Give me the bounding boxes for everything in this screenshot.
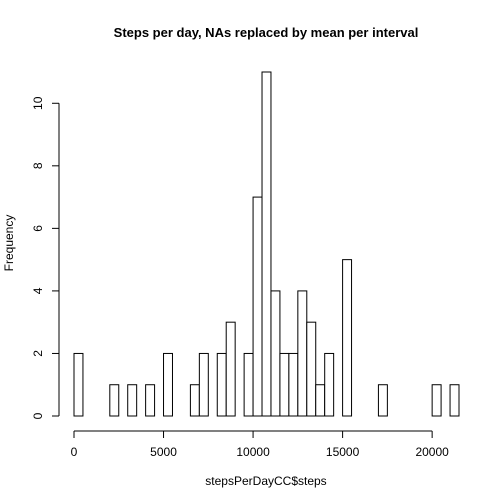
histogram-bar bbox=[198, 352, 209, 417]
histogram-bar bbox=[216, 352, 227, 417]
chart-title: Steps per day, NAs replaced by mean per … bbox=[114, 25, 419, 40]
histogram-bar bbox=[73, 352, 84, 417]
histogram-bar bbox=[377, 384, 388, 417]
histogram-bar bbox=[288, 352, 299, 417]
histogram-bar bbox=[189, 384, 200, 417]
histogram-bar bbox=[279, 352, 290, 417]
histogram-bar bbox=[252, 196, 263, 417]
y-tick-label: 8 bbox=[31, 162, 45, 169]
y-tick-label: 0 bbox=[31, 412, 45, 419]
y-tick-label: 6 bbox=[31, 225, 45, 232]
histogram-bar bbox=[261, 71, 272, 417]
x-tick-label: 20000 bbox=[415, 445, 449, 459]
histogram-bar bbox=[243, 352, 254, 417]
y-tick-label: 10 bbox=[31, 96, 45, 110]
histogram-bar bbox=[431, 384, 442, 417]
histogram-bar bbox=[306, 321, 317, 417]
histogram-bar bbox=[127, 384, 138, 417]
y-axis: 0 2 4 6 8 10 bbox=[31, 96, 60, 419]
x-axis-label: stepsPerDayCC$steps bbox=[205, 474, 326, 488]
histogram-bar bbox=[163, 352, 173, 417]
y-tick-label: 2 bbox=[31, 350, 45, 357]
histogram-bar bbox=[449, 384, 460, 417]
y-axis-label: Frequency bbox=[2, 215, 16, 272]
histogram-bar bbox=[324, 352, 335, 417]
histogram-bar bbox=[315, 384, 326, 417]
x-tick-label: 10000 bbox=[236, 445, 270, 459]
histogram-bar bbox=[270, 290, 281, 417]
histogram-bar bbox=[109, 384, 120, 417]
x-tick-label: 0 bbox=[71, 445, 78, 459]
bars-group bbox=[73, 71, 460, 417]
x-tick-label: 15000 bbox=[326, 445, 360, 459]
y-tick-label: 4 bbox=[31, 287, 45, 294]
histogram-bar bbox=[297, 290, 308, 417]
histogram-bar bbox=[145, 384, 156, 417]
x-tick-label: 5000 bbox=[150, 445, 177, 459]
histogram-bar bbox=[225, 321, 236, 417]
histogram-bar bbox=[342, 259, 353, 417]
x-axis: 0 5000 10000 15000 20000 bbox=[71, 430, 449, 459]
